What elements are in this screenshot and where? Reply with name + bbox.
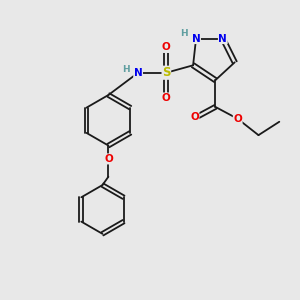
- Text: S: S: [162, 66, 171, 79]
- Text: O: O: [104, 154, 113, 164]
- Text: N: N: [192, 34, 200, 44]
- Text: N: N: [134, 68, 142, 78]
- Text: O: O: [162, 93, 171, 103]
- Text: H: H: [122, 65, 129, 74]
- Text: O: O: [162, 43, 171, 52]
- Text: H: H: [180, 29, 188, 38]
- Text: O: O: [190, 112, 199, 122]
- Text: O: O: [233, 114, 242, 124]
- Text: N: N: [218, 34, 227, 44]
